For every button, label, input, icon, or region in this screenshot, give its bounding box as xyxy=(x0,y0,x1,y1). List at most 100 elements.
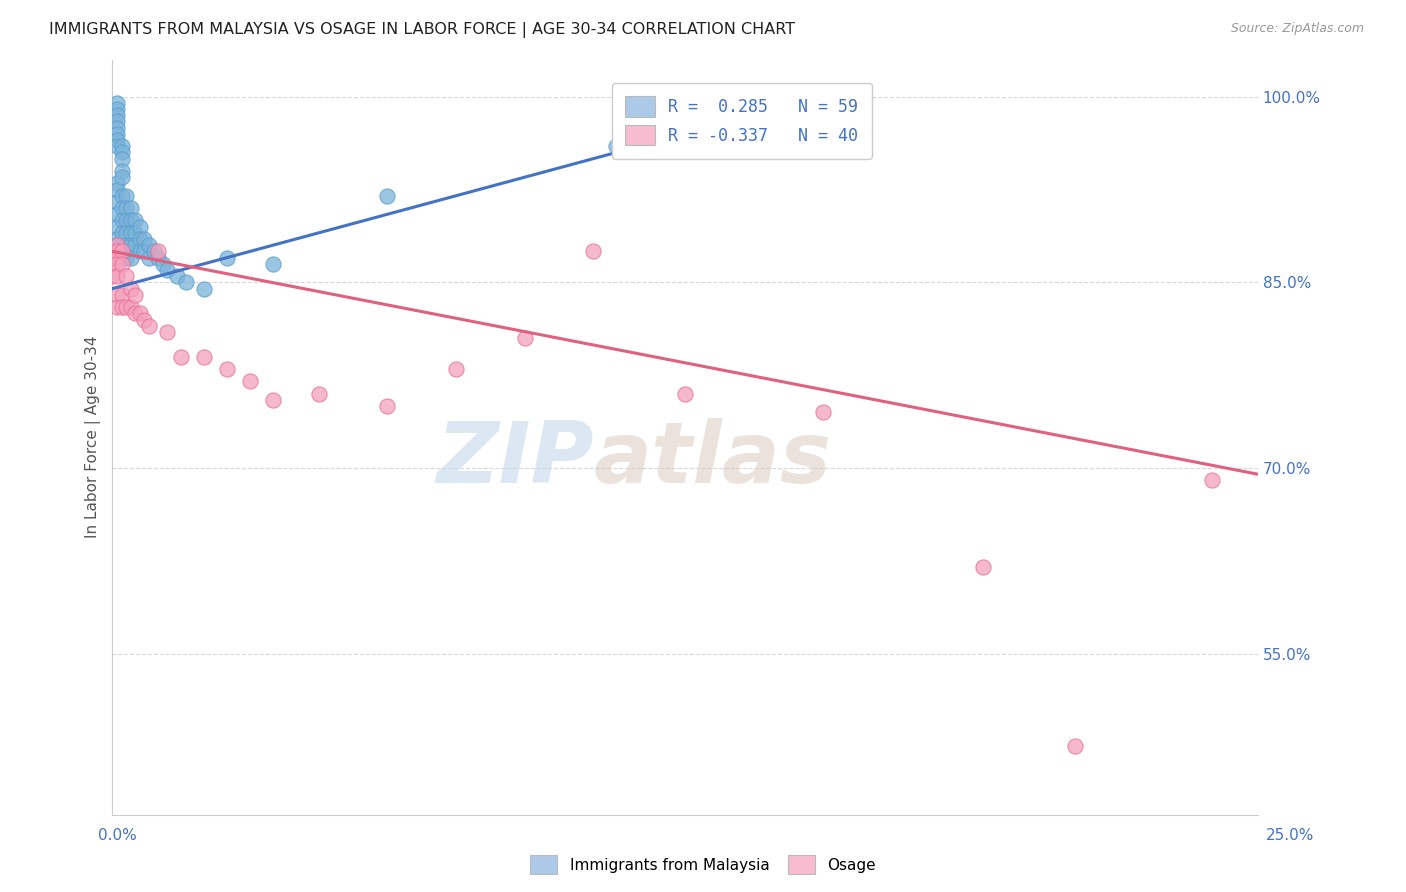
Point xyxy=(115,201,138,215)
Point xyxy=(170,350,193,364)
Point xyxy=(101,269,124,284)
Point xyxy=(105,177,128,191)
Point xyxy=(124,306,146,320)
Point xyxy=(110,164,132,178)
Point xyxy=(115,188,138,202)
Text: 25.0%: 25.0% xyxy=(1267,828,1315,843)
Point xyxy=(101,244,124,259)
Point xyxy=(105,120,128,135)
Point xyxy=(105,183,128,197)
Point xyxy=(110,257,132,271)
Point xyxy=(1201,474,1223,488)
Point xyxy=(110,188,132,202)
Point xyxy=(124,238,146,252)
Point xyxy=(605,139,627,153)
Point xyxy=(105,257,128,271)
Y-axis label: In Labor Force | Age 30-34: In Labor Force | Age 30-34 xyxy=(86,335,101,539)
Point xyxy=(115,251,138,265)
Point xyxy=(105,219,128,234)
Legend: Immigrants from Malaysia, Osage: Immigrants from Malaysia, Osage xyxy=(524,849,882,880)
Point xyxy=(110,201,132,215)
Point xyxy=(105,232,128,246)
Point xyxy=(138,318,160,333)
Point xyxy=(120,251,142,265)
Point xyxy=(166,269,188,284)
Point xyxy=(105,139,128,153)
Point xyxy=(142,244,165,259)
Point xyxy=(134,244,156,259)
Point xyxy=(375,188,398,202)
Point xyxy=(262,392,284,407)
Point xyxy=(105,287,128,301)
Point xyxy=(115,244,138,259)
Point xyxy=(156,325,179,339)
Point xyxy=(110,244,132,259)
Text: IMMIGRANTS FROM MALAYSIA VS OSAGE IN LABOR FORCE | AGE 30-34 CORRELATION CHART: IMMIGRANTS FROM MALAYSIA VS OSAGE IN LAB… xyxy=(49,22,796,38)
Point xyxy=(105,244,128,259)
Point xyxy=(124,226,146,240)
Point xyxy=(124,287,146,301)
Point xyxy=(110,152,132,166)
Text: Source: ZipAtlas.com: Source: ZipAtlas.com xyxy=(1230,22,1364,36)
Point xyxy=(110,170,132,185)
Point xyxy=(120,238,142,252)
Point xyxy=(152,257,174,271)
Point xyxy=(120,201,142,215)
Point xyxy=(105,133,128,147)
Point xyxy=(673,386,696,401)
Point xyxy=(138,251,160,265)
Point xyxy=(105,207,128,221)
Point xyxy=(174,276,197,290)
Text: atlas: atlas xyxy=(593,418,831,501)
Point xyxy=(129,244,152,259)
Point xyxy=(105,102,128,116)
Point xyxy=(105,238,128,252)
Point xyxy=(375,399,398,413)
Point xyxy=(105,251,128,265)
Point xyxy=(105,127,128,141)
Point xyxy=(811,405,834,419)
Point xyxy=(129,232,152,246)
Point xyxy=(105,269,128,284)
Point xyxy=(105,194,128,209)
Point xyxy=(582,244,605,259)
Point xyxy=(193,282,215,296)
Point xyxy=(110,226,132,240)
Point xyxy=(262,257,284,271)
Point xyxy=(101,251,124,265)
Point xyxy=(110,287,132,301)
Point xyxy=(120,300,142,314)
Point xyxy=(101,244,124,259)
Point xyxy=(105,108,128,122)
Point xyxy=(129,219,152,234)
Text: ZIP: ZIP xyxy=(436,418,593,501)
Point xyxy=(110,300,132,314)
Point xyxy=(972,560,994,574)
Point xyxy=(134,312,156,326)
Point xyxy=(308,386,330,401)
Point xyxy=(148,251,170,265)
Point xyxy=(444,362,467,376)
Point xyxy=(120,213,142,227)
Point xyxy=(215,251,238,265)
Point xyxy=(115,238,138,252)
Point xyxy=(105,114,128,128)
Point xyxy=(239,375,262,389)
Point xyxy=(148,244,170,259)
Point xyxy=(120,226,142,240)
Point xyxy=(105,300,128,314)
Point xyxy=(193,350,215,364)
Point xyxy=(101,257,124,271)
Point xyxy=(115,269,138,284)
Point xyxy=(105,95,128,110)
Point xyxy=(156,263,179,277)
Point xyxy=(120,282,142,296)
Point xyxy=(124,213,146,227)
Point xyxy=(110,139,132,153)
Point xyxy=(134,232,156,246)
Point xyxy=(115,300,138,314)
Legend: R =  0.285   N = 59, R = -0.337   N = 40: R = 0.285 N = 59, R = -0.337 N = 40 xyxy=(612,83,872,159)
Point xyxy=(138,238,160,252)
Point xyxy=(215,362,238,376)
Point xyxy=(115,226,138,240)
